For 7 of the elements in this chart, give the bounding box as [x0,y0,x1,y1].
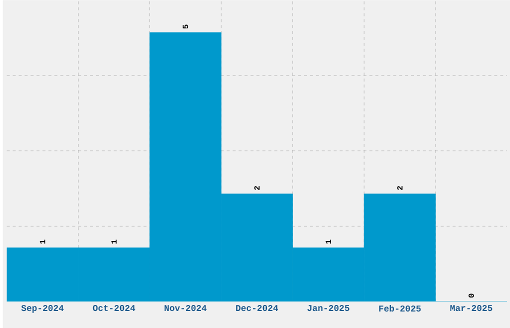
x-tick-label: Dec-2024 [236,304,278,311]
x-tick-label: Jan-2025 [307,304,350,311]
x-tick-label: Nov-2024 [164,304,207,311]
x-tick-label: Feb-2025 [379,304,421,312]
x-tick-label: Sep-2024 [21,304,64,313]
x-tick-label: Mar-2025 [450,304,492,311]
x-tick-label: Oct-2024 [92,304,136,311]
